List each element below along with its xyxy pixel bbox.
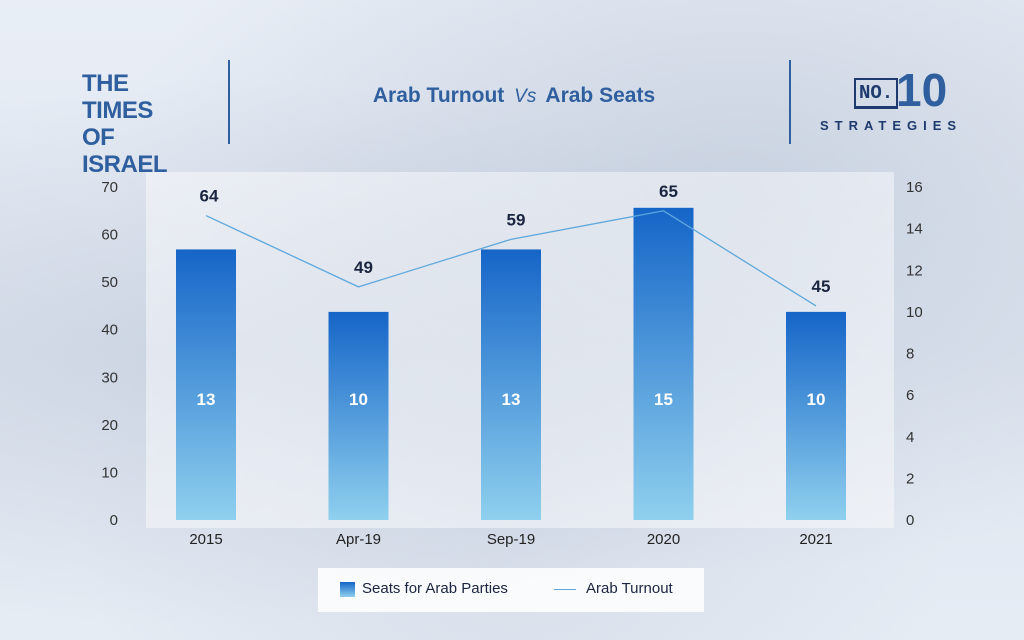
line-value-label: 64: [200, 187, 219, 206]
logo-line-1: THE TIMES: [82, 70, 153, 124]
category-label: Apr-19: [336, 531, 381, 548]
chart-title: Arab Turnout Vs Arab Seats: [240, 84, 788, 108]
bar: [786, 311, 846, 520]
legend-line-swatch: [554, 589, 576, 590]
bar-value-label: 13: [502, 390, 521, 409]
times-of-israel-logo: THE TIMES OF ISRAEL: [82, 70, 202, 178]
bar-value-label: 13: [197, 390, 216, 409]
left-tick-label: 50: [101, 274, 118, 291]
title-vs: Vs: [514, 86, 537, 107]
right-tick-label: 16: [906, 179, 923, 196]
left-tick-label: 10: [101, 464, 118, 481]
bar: [481, 249, 541, 520]
legend-bar-swatch: [340, 582, 355, 597]
left-tick-label: 40: [101, 322, 118, 339]
left-tick-label: 30: [101, 369, 118, 386]
right-tick-label: 12: [906, 262, 923, 279]
right-tick-label: 2: [906, 470, 914, 487]
brand-number: 10: [896, 64, 948, 116]
left-tick-label: 70: [101, 179, 118, 196]
no10-strategies-logo: NO. 10 STRATEGIES: [820, 66, 1000, 142]
right-tick-label: 0: [906, 512, 914, 529]
category-label: 2015: [189, 531, 222, 548]
title-part-1: Arab Turnout: [372, 84, 505, 107]
category-label: 2020: [647, 531, 680, 548]
bar-value-label: 15: [654, 390, 673, 409]
right-tick-label: 8: [906, 346, 914, 363]
brand-no: NO.: [854, 78, 899, 109]
right-tick-label: 4: [906, 429, 914, 446]
category-axis: 2015 Apr-19 Sep-19 2020 2021: [189, 531, 832, 548]
header: THE TIMES OF ISRAEL Arab Turnout Vs Arab…: [0, 0, 1024, 178]
bar: [328, 311, 389, 520]
right-axis: 0 2 4 6 8 10 12 14 16: [906, 179, 923, 529]
right-tick-label: 6: [906, 387, 914, 404]
line-value-label: 59: [507, 210, 526, 229]
left-tick-label: 20: [101, 417, 118, 434]
right-tick-label: 14: [906, 221, 923, 238]
brand-word: STRATEGIES: [820, 118, 963, 133]
line-value-label: 49: [354, 258, 373, 277]
turnout-line: [205, 210, 817, 307]
bar-value-label: 10: [349, 390, 368, 409]
header-divider-left: [228, 60, 230, 144]
legend-label-turnout: Arab Turnout: [586, 580, 673, 597]
bar: [633, 207, 694, 520]
right-tick-label: 10: [906, 304, 923, 321]
left-axis: 0 10 20 30 40 50 60 70: [101, 179, 118, 529]
bar-series: 13 10 13 15 10: [176, 207, 846, 520]
bar-value-label: 10: [807, 390, 826, 409]
legend-label-seats: Seats for Arab Parties: [362, 580, 508, 597]
line-value-label: 65: [659, 182, 678, 201]
header-divider-right: [789, 60, 791, 144]
category-label: Sep-19: [487, 531, 535, 548]
title-part-2: Arab Seats: [545, 84, 656, 107]
left-tick-label: 60: [101, 227, 118, 244]
line-series: 64 49 59 65 45: [200, 182, 831, 307]
left-tick-label: 0: [110, 512, 118, 529]
legend: Seats for Arab Parties Arab Turnout: [318, 568, 704, 612]
line-value-label: 45: [812, 277, 831, 296]
category-label: 2021: [799, 531, 832, 548]
bar: [176, 249, 236, 520]
logo-line-2: OF ISRAEL: [82, 124, 168, 178]
